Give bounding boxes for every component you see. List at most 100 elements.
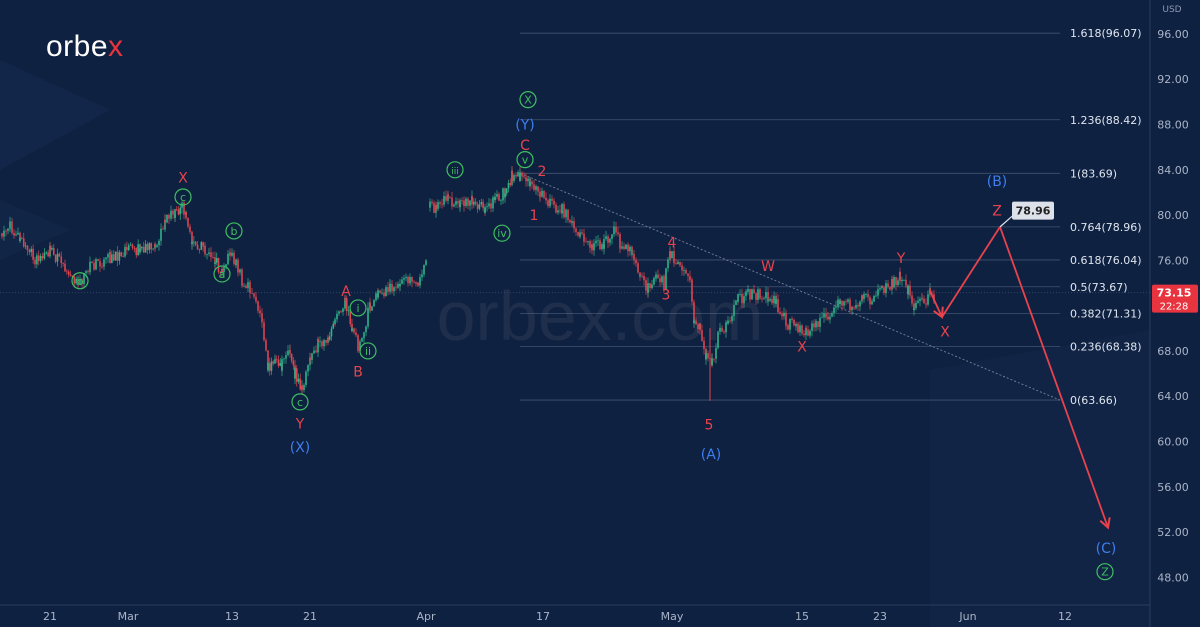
- price-candle-body: [909, 285, 911, 296]
- target-price-label: 78.96: [1016, 205, 1051, 218]
- price-candle-body: [575, 228, 577, 232]
- price-candle-body: [267, 350, 269, 371]
- price-candle-body: [765, 292, 767, 299]
- wave-label: iv: [497, 227, 507, 240]
- price-candle-body: [344, 297, 346, 299]
- wave-label: B: [353, 364, 363, 380]
- price-candle-body: [457, 201, 459, 204]
- price-candle-body: [307, 365, 309, 372]
- price-candle-body: [923, 298, 925, 304]
- price-candle-body: [865, 293, 867, 295]
- price-candle-body: [24, 245, 27, 247]
- price-candle-body: [357, 335, 359, 350]
- price-candle-body: [395, 287, 397, 289]
- price-candle-body: [311, 353, 313, 360]
- price-candle-body: [755, 293, 757, 300]
- price-candle-body: [813, 323, 815, 328]
- price-candle-body: [17, 232, 19, 235]
- price-candle-body: [659, 278, 661, 283]
- price-candle-body: [290, 353, 293, 361]
- price-candle-body: [921, 298, 923, 299]
- price-candle-body: [158, 240, 160, 246]
- price-candle-body: [625, 244, 627, 249]
- price-candle-body: [66, 271, 68, 273]
- price-candle-body: [541, 190, 543, 197]
- price-candle-body: [717, 332, 719, 348]
- price-candle-body: [249, 285, 251, 294]
- price-candle-body: [274, 359, 276, 363]
- wave-label: v: [522, 154, 529, 167]
- price-candle-body: [476, 204, 479, 209]
- price-candle-body: [855, 304, 857, 309]
- price-candle-body: [917, 300, 919, 303]
- price-candle-body: [387, 287, 389, 292]
- wave-label: b: [231, 225, 238, 238]
- wave-label-circle: [71, 272, 89, 290]
- price-candle-body: [463, 200, 465, 206]
- price-candle-body: [32, 248, 34, 260]
- price-candle-body: [717, 331, 719, 333]
- price-candle-body: [657, 274, 659, 279]
- price-candle-body: [905, 279, 907, 286]
- price-candle-body: [675, 263, 677, 265]
- price-candle-body: [411, 276, 413, 282]
- price-candle-body: [301, 385, 303, 391]
- price-candle-body: [805, 327, 807, 330]
- price-candle-body: [561, 204, 563, 214]
- price-candle-body: [449, 196, 451, 198]
- fib-level-label: 1(83.69): [1070, 167, 1117, 180]
- price-candle-body: [193, 241, 195, 243]
- price-candle-body: [795, 323, 797, 326]
- price-candle-body: [701, 330, 703, 341]
- price-candle-body: [474, 201, 477, 205]
- price-candle-body: [907, 285, 909, 295]
- price-candle-body: [235, 259, 237, 265]
- price-candle-body: [168, 214, 170, 219]
- y-tick-label: 84.00: [1157, 164, 1189, 177]
- price-candle-body: [641, 275, 643, 277]
- wave-label-circle: [519, 91, 537, 109]
- price-candle-body: [655, 274, 657, 278]
- price-candle-body: [839, 301, 841, 304]
- price-candle-body: [1, 233, 3, 237]
- price-candle-body: [383, 292, 385, 297]
- price-candle-body: [711, 358, 713, 366]
- price-candle-body: [545, 197, 547, 201]
- price-candle-body: [777, 299, 779, 313]
- price-candle-body: [257, 307, 259, 311]
- wave-label-circle: [349, 299, 367, 317]
- price-candle-body: [26, 245, 29, 251]
- price-candle-body: [779, 312, 781, 314]
- price-candle-body: [51, 247, 53, 250]
- price-axis-panel: [1150, 0, 1200, 627]
- price-candle-body: [591, 244, 593, 251]
- price-candle-body: [883, 287, 885, 293]
- price-candle-body: [511, 170, 513, 182]
- price-candle-body: [401, 279, 403, 284]
- price-candle-body: [879, 288, 881, 290]
- y-tick-label: 76.00: [1157, 254, 1189, 267]
- price-candle-body: [500, 200, 502, 202]
- price-candle-body: [221, 268, 223, 273]
- price-candle-body: [807, 329, 809, 336]
- wave-label: a: [219, 268, 226, 281]
- price-candle-body: [287, 350, 289, 356]
- price-candle-body: [745, 291, 747, 297]
- logo-x: x: [108, 30, 124, 63]
- price-candle-body: [823, 313, 825, 318]
- price-candle-body: [393, 287, 395, 292]
- price-candle-body: [573, 221, 575, 229]
- price-candle-body: [202, 242, 204, 247]
- price-candle-body: [34, 262, 36, 265]
- price-candle-body: [241, 281, 243, 286]
- price-candle-body: [739, 293, 741, 295]
- axis-currency-label: USD: [1162, 5, 1181, 15]
- price-candle-body: [853, 307, 855, 309]
- wave-label-circle: [493, 224, 511, 242]
- wave-label: Z: [1101, 566, 1109, 579]
- price-candle-body: [9, 221, 11, 228]
- fib-level-label: 0.618(76.04): [1070, 254, 1142, 267]
- price-candle-body: [239, 269, 241, 273]
- price-candle-body: [601, 244, 603, 250]
- price-candle-body: [693, 301, 695, 324]
